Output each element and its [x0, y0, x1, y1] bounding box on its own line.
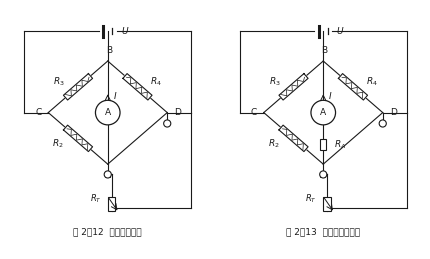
- Polygon shape: [278, 74, 307, 100]
- Bar: [108, 197, 115, 211]
- Text: $U$: $U$: [335, 25, 344, 36]
- Text: $R_T$: $R_T$: [89, 193, 101, 205]
- Polygon shape: [63, 125, 92, 152]
- Text: 图 2－13  不平衡电桥原理: 图 2－13 不平衡电桥原理: [286, 228, 359, 236]
- Text: $I$: $I$: [328, 90, 332, 101]
- Text: $R_2$: $R_2$: [52, 137, 64, 149]
- Text: B: B: [320, 46, 326, 55]
- Circle shape: [163, 120, 170, 127]
- Text: $R_2$: $R_2$: [267, 137, 279, 149]
- Text: $R_T$: $R_T$: [304, 193, 316, 205]
- Text: $R_3$: $R_3$: [268, 76, 280, 88]
- Circle shape: [378, 120, 385, 127]
- Text: $U$: $U$: [120, 25, 129, 36]
- Circle shape: [95, 100, 120, 125]
- Text: C: C: [35, 108, 41, 117]
- Text: A: A: [104, 171, 111, 180]
- Text: B: B: [105, 46, 111, 55]
- Text: A: A: [319, 171, 326, 180]
- Text: C: C: [250, 108, 256, 117]
- Circle shape: [104, 171, 111, 178]
- Text: A: A: [104, 108, 111, 117]
- Polygon shape: [63, 74, 92, 100]
- Circle shape: [319, 171, 326, 178]
- Polygon shape: [338, 74, 367, 100]
- Bar: [322, 197, 330, 211]
- Polygon shape: [278, 125, 307, 152]
- Text: A: A: [319, 108, 326, 117]
- Polygon shape: [123, 74, 152, 100]
- Circle shape: [310, 100, 335, 125]
- Text: $R_4$: $R_4$: [365, 76, 377, 88]
- Text: 图 2－12  平衡电桥原理: 图 2－12 平衡电桥原理: [73, 228, 142, 236]
- Text: $I$: $I$: [113, 90, 117, 101]
- Text: D: D: [389, 108, 396, 117]
- Text: $R_4$: $R_4$: [150, 76, 162, 88]
- Text: $R_3$: $R_3$: [53, 76, 65, 88]
- Bar: [320, 139, 325, 150]
- Text: $R_A$: $R_A$: [333, 138, 346, 151]
- Text: D: D: [174, 108, 181, 117]
